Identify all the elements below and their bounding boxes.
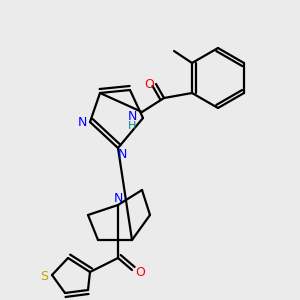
Text: N: N (127, 110, 137, 122)
Text: N: N (117, 148, 127, 160)
Text: S: S (40, 271, 48, 284)
Text: N: N (77, 116, 87, 128)
Text: N: N (113, 193, 123, 206)
Text: O: O (144, 77, 154, 91)
Text: H: H (128, 121, 136, 131)
Text: O: O (135, 266, 145, 278)
